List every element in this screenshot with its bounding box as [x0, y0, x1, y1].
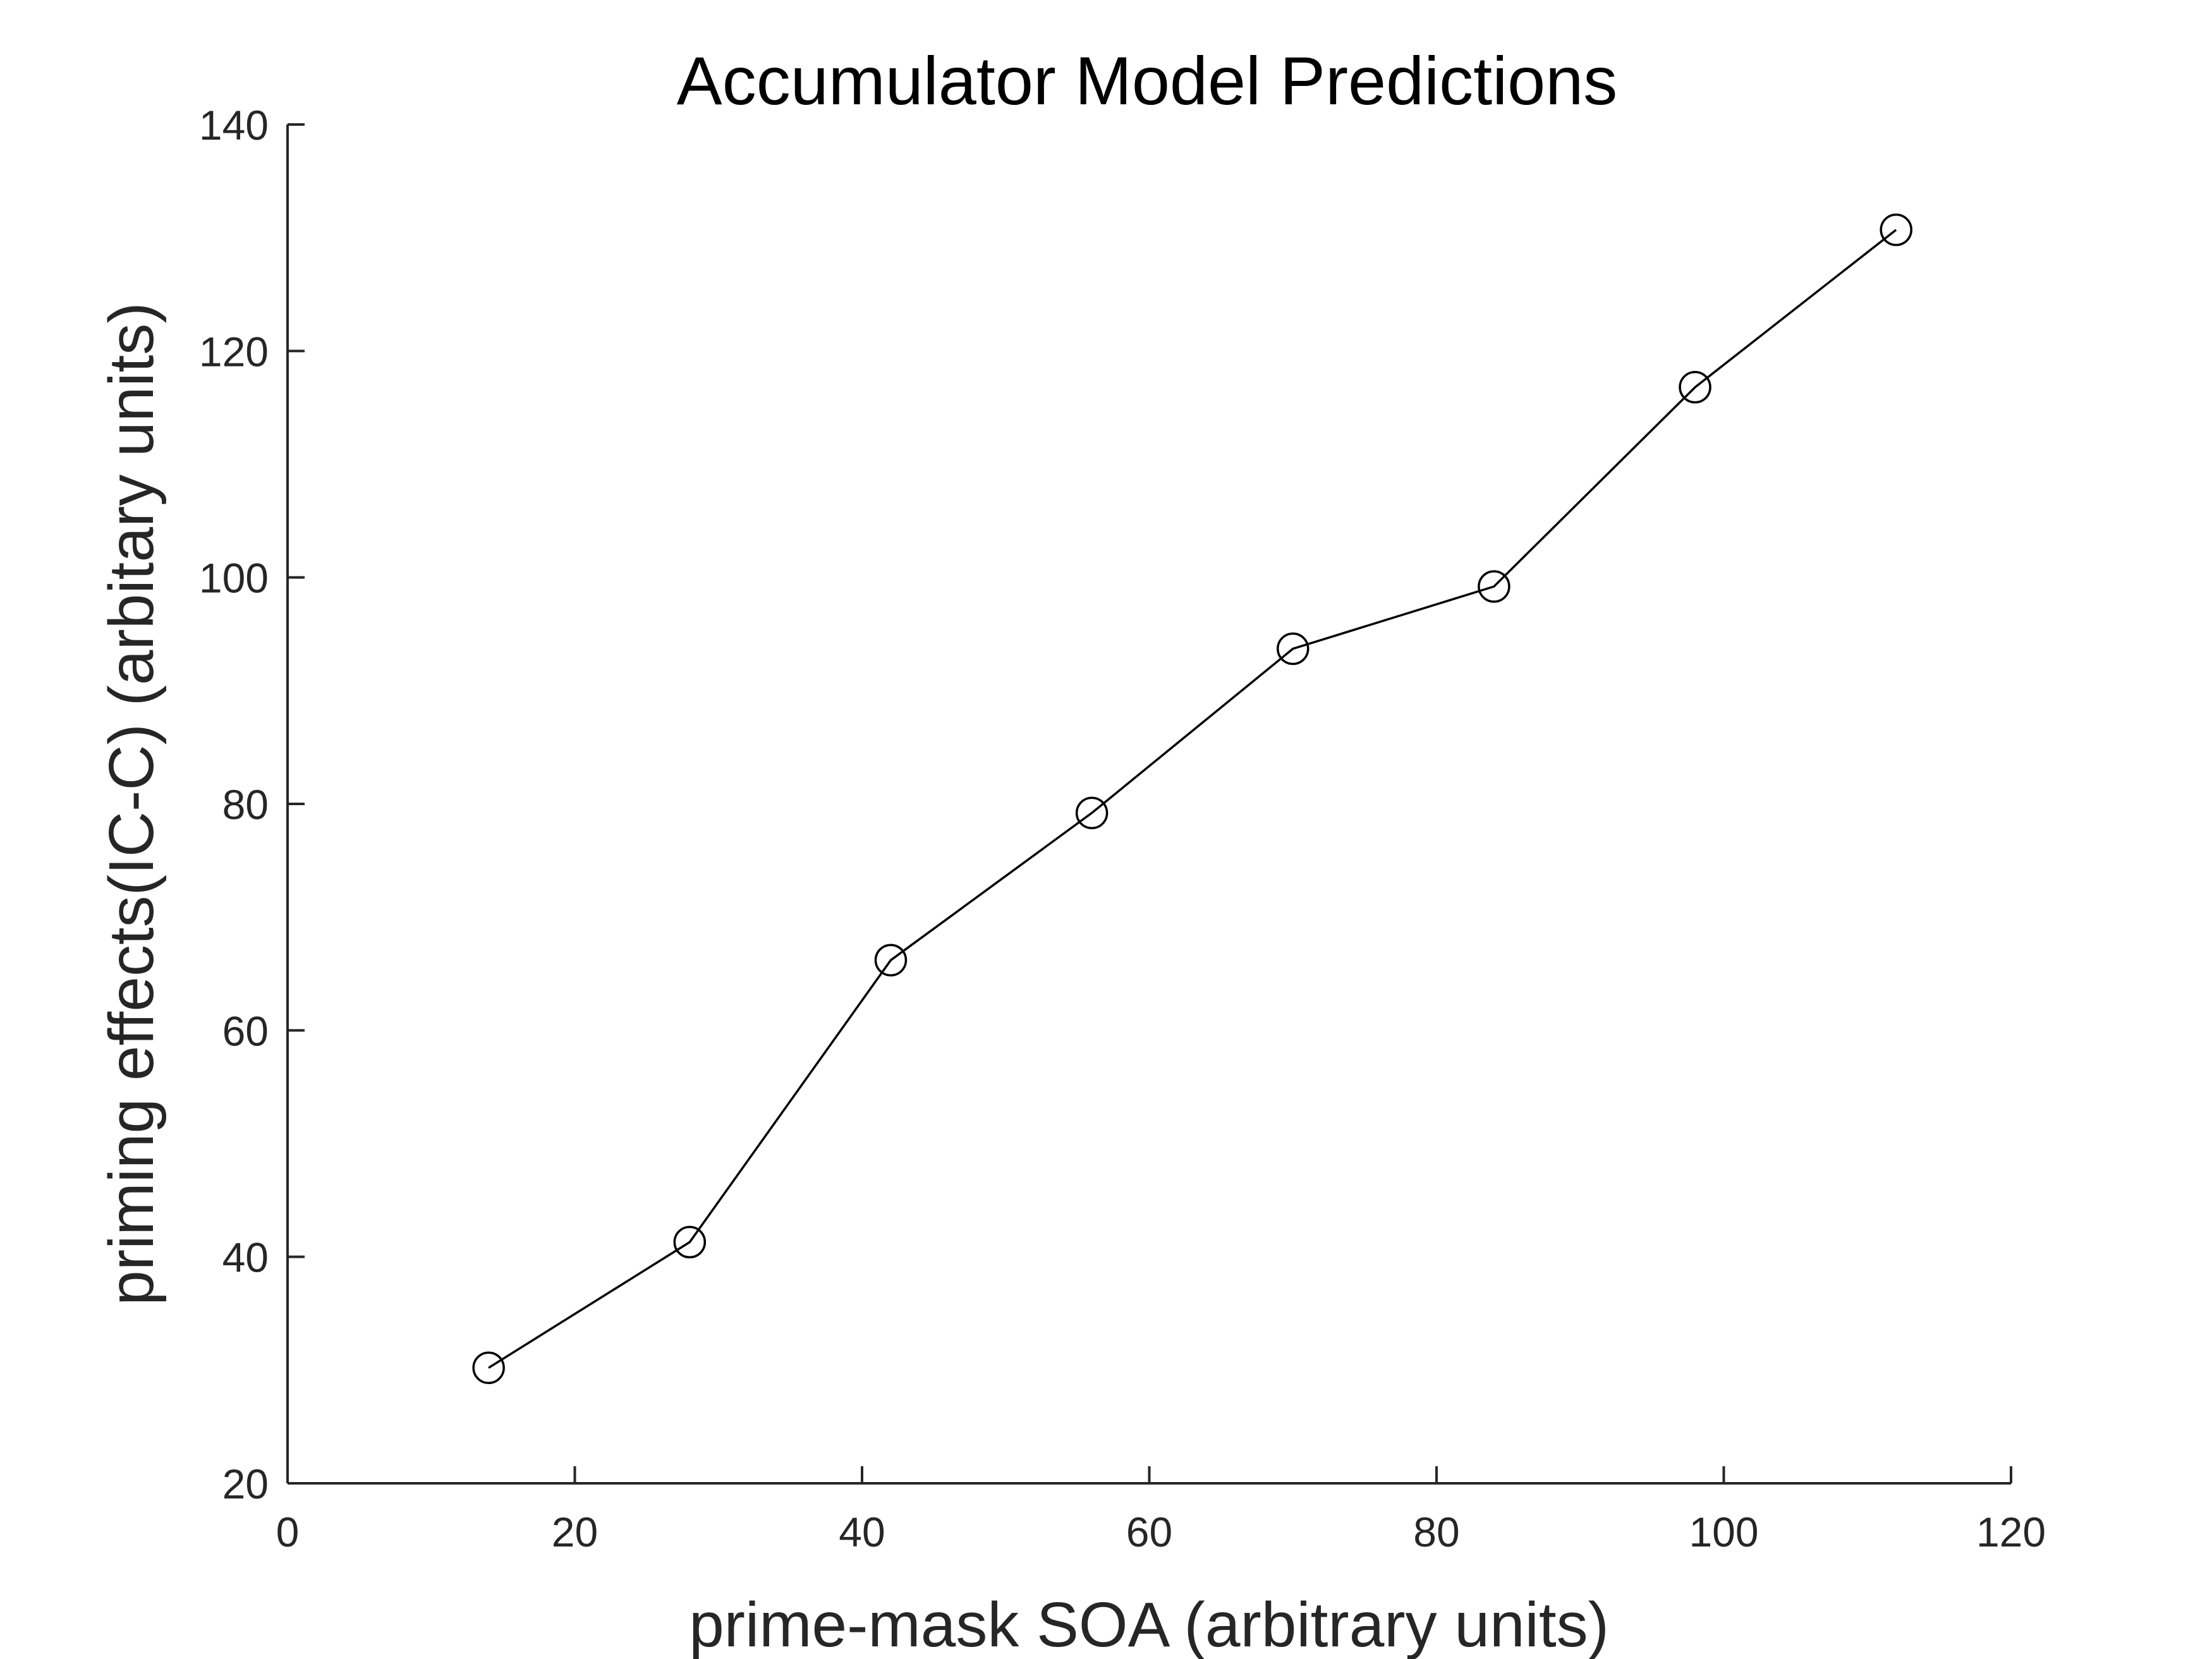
series-line [488, 229, 1897, 1369]
plot-area [286, 125, 2011, 1485]
y-tick-label: 20 [222, 1461, 269, 1507]
chart-title: Accumulator Model Predictions [677, 42, 1618, 119]
series-layer [472, 213, 1912, 1384]
data-point-marker [673, 1225, 707, 1259]
x-tick-label: 40 [839, 1509, 885, 1555]
data-point-marker [1075, 796, 1109, 830]
x-axis-title: prime-mask SOA (arbitrary units) [689, 1589, 1609, 1659]
y-axis-ticks: 20 40 60 80 100 120 140 [199, 102, 305, 1507]
x-tick-label: 80 [1413, 1509, 1459, 1555]
x-tick-label: 20 [552, 1509, 598, 1555]
y-tick-label: 100 [199, 555, 269, 602]
x-tick-label: 0 [276, 1509, 300, 1555]
y-tick-label: 80 [222, 781, 269, 828]
y-tick-label: 140 [199, 102, 269, 149]
data-point-marker [472, 1351, 505, 1384]
x-tick-label: 120 [1976, 1509, 2046, 1555]
x-tick-label: 100 [1689, 1509, 1758, 1555]
data-point-marker [1880, 213, 1912, 246]
y-tick-label: 40 [222, 1234, 269, 1281]
data-point-marker [1679, 370, 1711, 404]
y-axis-title: priming effects(IC-C) (arbitary units) [96, 302, 167, 1305]
data-point-marker [874, 944, 908, 976]
x-tick-label: 60 [1126, 1509, 1172, 1555]
x-axis-ticks: 0 20 40 60 80 100 120 [276, 1466, 2046, 1555]
data-point-marker [1277, 632, 1310, 665]
data-point-marker [1478, 570, 1510, 603]
y-tick-label: 120 [199, 328, 269, 375]
y-tick-label: 60 [222, 1007, 269, 1054]
